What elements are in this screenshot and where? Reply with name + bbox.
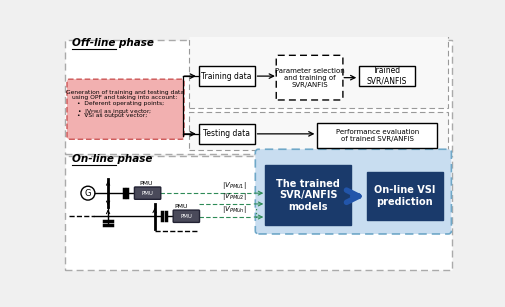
Text: ⋮: ⋮ <box>250 208 261 219</box>
Text: •  VSI as output vector;: • VSI as output vector; <box>77 113 147 118</box>
Text: •  |V$_{PMU}$| as input vector;: • |V$_{PMU}$| as input vector; <box>77 107 153 116</box>
FancyBboxPatch shape <box>359 66 415 86</box>
Text: PMU: PMU <box>180 214 192 219</box>
Text: |V$_{PMU2}$|: |V$_{PMU2}$| <box>222 191 247 202</box>
Text: PMU: PMU <box>139 181 153 186</box>
FancyBboxPatch shape <box>134 187 161 199</box>
Text: Trained
SVR/ANFIS: Trained SVR/ANFIS <box>367 66 407 86</box>
FancyBboxPatch shape <box>67 79 184 139</box>
Text: using OPF and taking into account:: using OPF and taking into account: <box>73 95 178 99</box>
FancyBboxPatch shape <box>189 35 448 108</box>
FancyBboxPatch shape <box>317 123 437 148</box>
FancyBboxPatch shape <box>276 55 343 100</box>
Text: On-line VSI
prediction: On-line VSI prediction <box>374 185 436 207</box>
FancyBboxPatch shape <box>66 40 452 154</box>
FancyBboxPatch shape <box>266 165 350 225</box>
Text: On-line phase: On-line phase <box>72 154 153 164</box>
Text: Off-line phase: Off-line phase <box>72 38 155 48</box>
Text: PMU: PMU <box>142 191 154 196</box>
Text: G: G <box>85 188 91 198</box>
Text: Generation of training and testing data: Generation of training and testing data <box>66 90 184 95</box>
Text: |V$_{PMU1}$|: |V$_{PMU1}$| <box>222 180 247 191</box>
Text: Parameter selection
and training of
SVR/ANFIS: Parameter selection and training of SVR/… <box>275 68 344 88</box>
FancyBboxPatch shape <box>256 149 451 234</box>
Text: The trained
SVR/ANFIS
models: The trained SVR/ANFIS models <box>276 179 340 212</box>
FancyBboxPatch shape <box>199 124 255 144</box>
Text: Training data: Training data <box>201 72 252 81</box>
Text: PMU: PMU <box>174 204 187 209</box>
FancyBboxPatch shape <box>367 172 443 220</box>
FancyBboxPatch shape <box>189 111 448 150</box>
FancyBboxPatch shape <box>173 210 199 222</box>
Text: |V$_{PMUn}$|: |V$_{PMUn}$| <box>222 204 247 215</box>
Text: •  Deferent operating points;: • Deferent operating points; <box>77 101 164 106</box>
Text: Performance evaluation
of trained SVR/ANFIS: Performance evaluation of trained SVR/AN… <box>336 129 419 142</box>
FancyBboxPatch shape <box>199 66 255 86</box>
Text: Testing data: Testing data <box>203 129 250 138</box>
FancyBboxPatch shape <box>66 156 452 270</box>
